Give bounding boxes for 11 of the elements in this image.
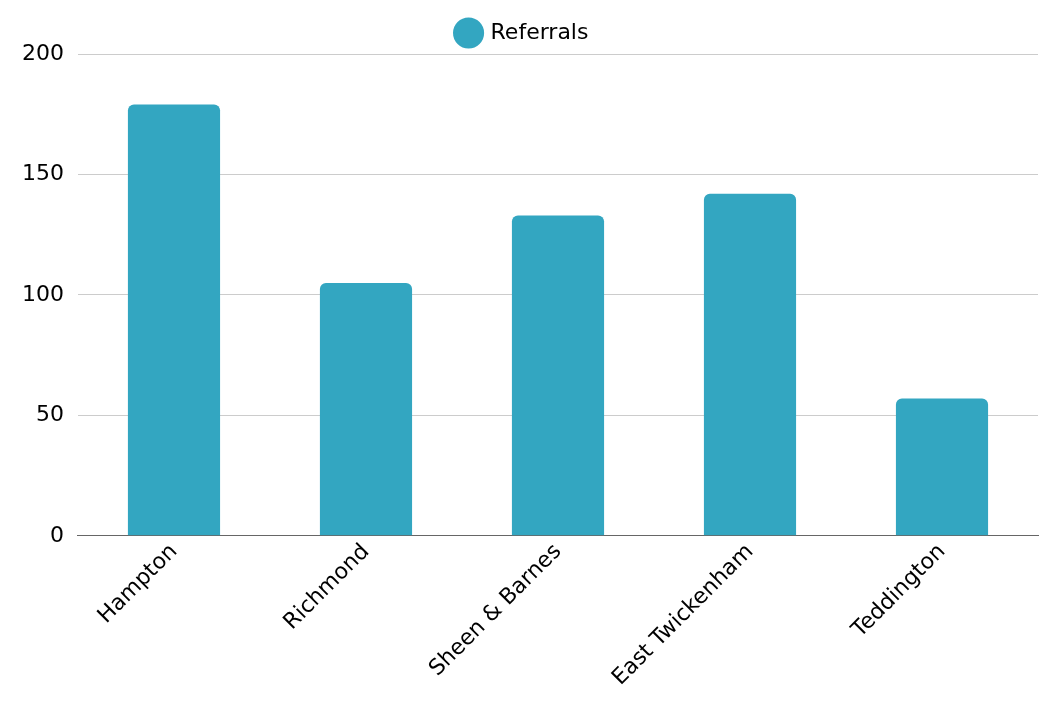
bar — [319, 282, 413, 536]
y-tick-label: 0 — [49, 521, 64, 547]
bar — [703, 193, 797, 536]
y-tick-label: 150 — [21, 160, 64, 186]
bar — [511, 215, 605, 536]
y-tick-label: 200 — [21, 39, 64, 65]
bar — [127, 104, 221, 536]
y-tick-label: 50 — [35, 401, 64, 427]
bar — [895, 398, 989, 536]
y-tick-label: 100 — [21, 280, 64, 306]
legend-label: Referrals — [490, 18, 589, 44]
